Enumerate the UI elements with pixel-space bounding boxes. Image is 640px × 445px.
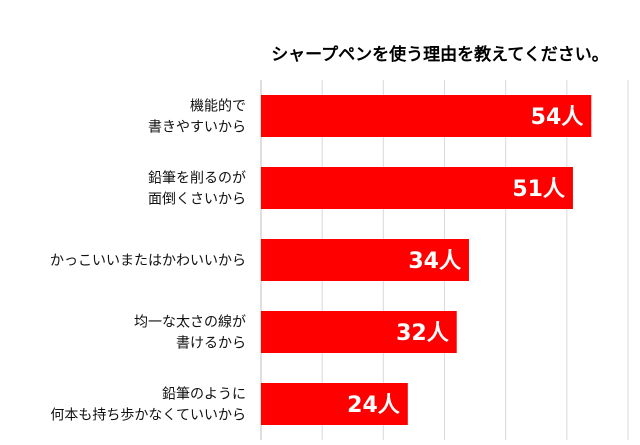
data-label: 24人 bbox=[347, 393, 400, 418]
data-label: 32人 bbox=[396, 321, 449, 346]
bar bbox=[261, 311, 457, 353]
data-label: 54人 bbox=[531, 105, 584, 130]
category-label: 書きやすいから bbox=[148, 120, 246, 136]
bars: 54人 51人 34人 32人 24人 bbox=[261, 95, 592, 425]
chart-title: シャープペンを使う理由を教えてください。 bbox=[271, 44, 609, 65]
bar bbox=[261, 167, 573, 209]
data-label: 51人 bbox=[512, 177, 565, 202]
bar bbox=[261, 383, 408, 425]
bar bbox=[261, 95, 592, 137]
category-label: 何本も持ち歩かなくていいから bbox=[50, 408, 246, 424]
category-label: 機能的で bbox=[190, 99, 246, 115]
category-label: 鉛筆のように bbox=[162, 387, 246, 403]
category-label: かっこいいまたはかわいいから bbox=[50, 253, 246, 269]
category-label: 面倒くさいから bbox=[148, 192, 246, 208]
data-label: 34人 bbox=[408, 249, 461, 274]
category-label: 鉛筆を削るのが bbox=[148, 171, 246, 187]
category-label: 書けるから bbox=[176, 336, 246, 352]
category-label: 均一な太さの線が bbox=[134, 315, 246, 331]
bar bbox=[261, 239, 469, 281]
category-labels: 機能的で書きやすいから鉛筆を削るのが面倒くさいからかっこいいまたはかわいいから均… bbox=[50, 99, 246, 424]
